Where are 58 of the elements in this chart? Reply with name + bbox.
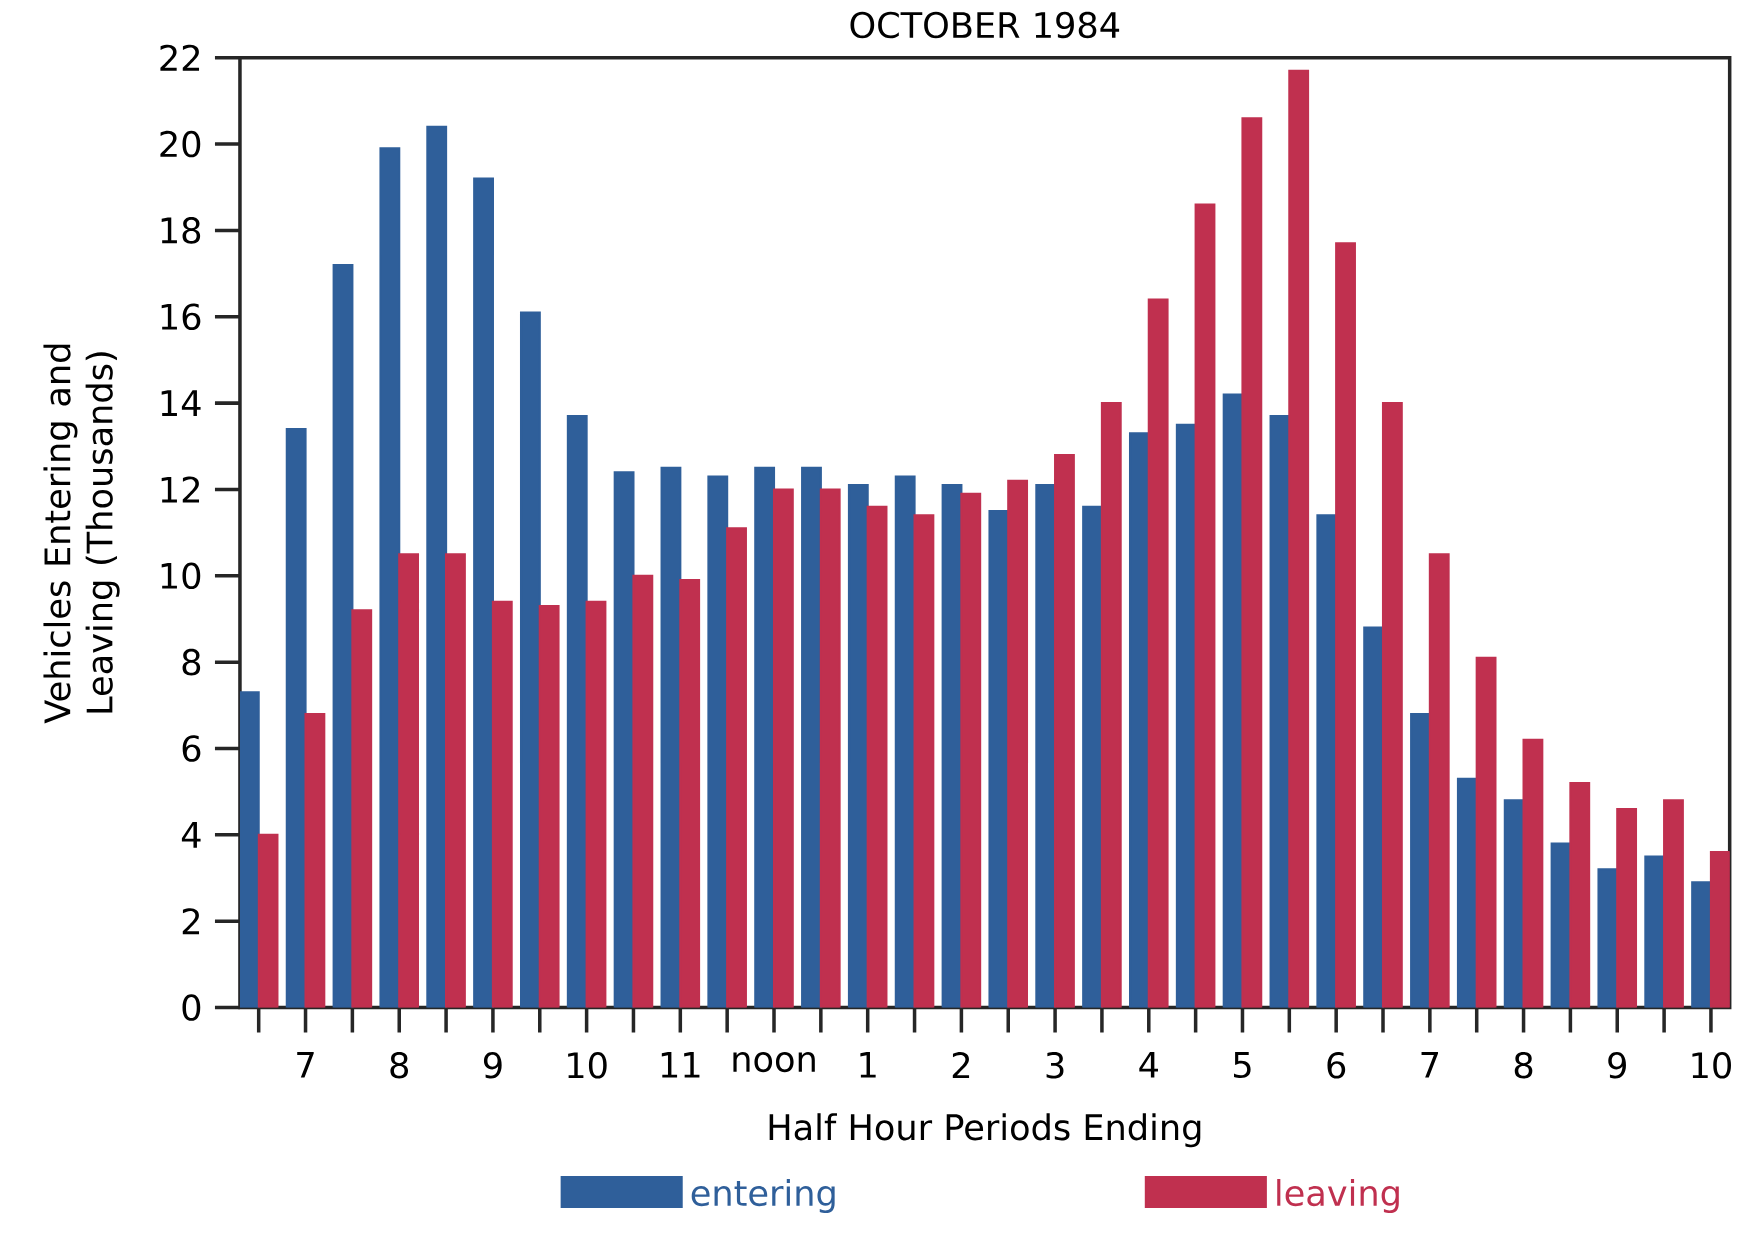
bar <box>332 264 354 1008</box>
bar <box>566 415 588 1008</box>
legend-label: entering <box>691 1179 835 1214</box>
y-tick-label: 10 <box>161 562 201 590</box>
bar <box>379 147 401 1008</box>
x-tick-label: 8 <box>1514 1052 1533 1079</box>
bar <box>519 311 541 1008</box>
bar <box>1035 484 1057 1008</box>
chart-title: OCTOBER 1984 <box>850 11 1120 39</box>
bar <box>1363 626 1385 1008</box>
x-tick-label: 6 <box>1327 1052 1346 1079</box>
bar <box>1316 514 1338 1008</box>
y-tick-label: 22 <box>160 44 200 72</box>
bar <box>426 125 448 1008</box>
x-tick-label: 4 <box>1139 1052 1158 1078</box>
x-tick-label: 5 <box>1234 1052 1251 1079</box>
bar <box>847 484 869 1008</box>
bar <box>1503 799 1525 1008</box>
bar <box>1128 432 1150 1008</box>
y-axis-title: Vehicles Entering and Leaving (Thousands) <box>43 344 120 724</box>
bar <box>754 467 776 1008</box>
y-tick-label: 0 <box>182 994 201 1022</box>
x-tick-label: 10 <box>568 1052 607 1079</box>
x-tick-label: 9 <box>1608 1052 1626 1079</box>
bar <box>1597 868 1619 1008</box>
bar <box>1456 777 1478 1008</box>
bar <box>1175 423 1197 1008</box>
bar <box>1410 713 1431 1008</box>
x-axis-title: Half Hour Periods Ending <box>769 1113 1201 1148</box>
x-tick-label: 8 <box>390 1052 408 1079</box>
bar <box>707 475 729 1008</box>
x-tick-label: 1 <box>860 1052 876 1078</box>
x-tick-label: 7 <box>1421 1052 1439 1078</box>
bar <box>1644 855 1666 1008</box>
y-tick-label: 12 <box>161 476 200 503</box>
y-tick-label: 14 <box>161 390 201 417</box>
bar <box>473 177 494 1008</box>
x-tick-label: 9 <box>483 1052 502 1079</box>
x-tick-label: 11 <box>661 1052 700 1078</box>
bar <box>239 691 260 1008</box>
x-tick-label: 10 <box>1692 1052 1731 1079</box>
bar <box>988 510 1010 1008</box>
y-tick-label: 18 <box>161 217 201 244</box>
bar <box>285 428 307 1008</box>
y-tick-label: 2 <box>182 908 200 935</box>
y-tick-label: 4 <box>181 822 201 848</box>
x-tick-label: noon <box>733 1052 815 1073</box>
bar <box>1691 881 1713 1008</box>
y-tick-label: 8 <box>182 649 201 676</box>
legend-label: leaving <box>1277 1179 1399 1214</box>
x-tick-label: 3 <box>1046 1052 1064 1079</box>
y-tick-label: 16 <box>161 303 201 331</box>
y-tick-label: 6 <box>182 735 201 763</box>
x-tick-label: 7 <box>297 1052 314 1078</box>
bar <box>1082 505 1103 1008</box>
x-tick-label: 2 <box>952 1052 970 1079</box>
y-tick-label: 20 <box>160 130 201 158</box>
bar <box>801 467 822 1008</box>
